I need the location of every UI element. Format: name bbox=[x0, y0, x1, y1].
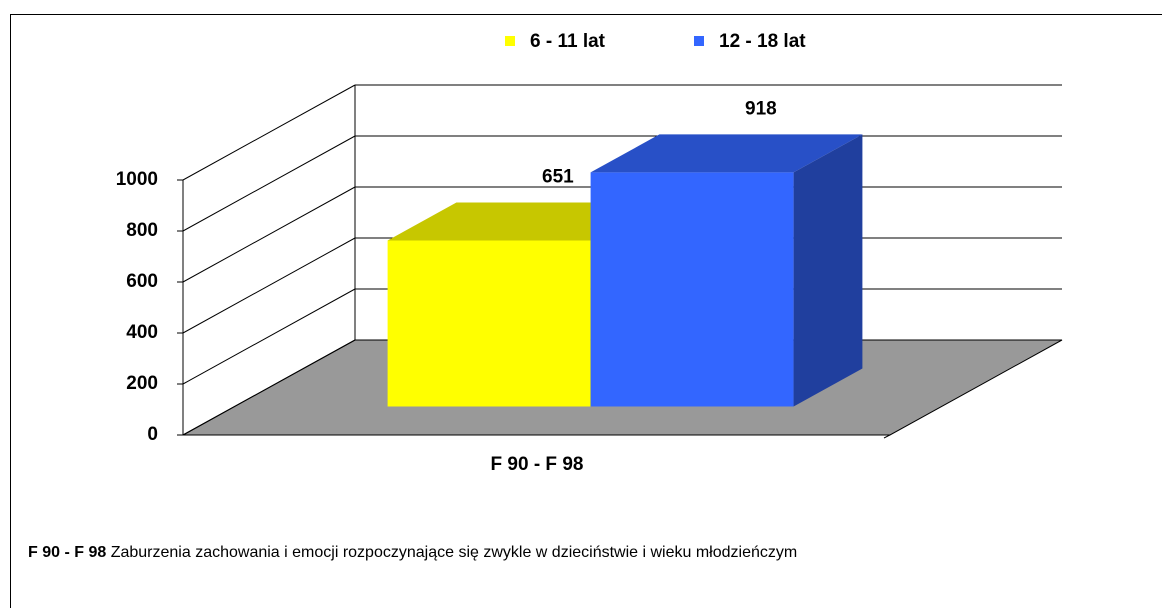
frame bbox=[10, 14, 1162, 608]
grid-line bbox=[182, 237, 356, 334]
y-tick-label: 800 bbox=[126, 220, 158, 241]
x-tick-label: F 90 - F 98 bbox=[491, 454, 584, 475]
y-tick-label: 400 bbox=[126, 322, 158, 343]
x-tick-mark bbox=[883, 434, 891, 439]
bar-front bbox=[387, 240, 591, 407]
footnote-label: F 90 - F 98 bbox=[28, 544, 107, 561]
bar-side bbox=[793, 134, 863, 407]
footnote-text: Zaburzenia zachowania i emocji rozpoczyn… bbox=[110, 544, 798, 561]
y-tick-label: 600 bbox=[126, 271, 158, 292]
y-tick-label: 1000 bbox=[116, 169, 158, 190]
grid-line bbox=[182, 135, 356, 232]
legend-label: 6 - 11 lat bbox=[530, 31, 606, 52]
footnote: F 90 - F 98 Zaburzenia zachowania i emoc… bbox=[28, 544, 1153, 562]
grid-line bbox=[182, 84, 356, 181]
legend-swatch bbox=[694, 36, 704, 46]
grid-line bbox=[182, 339, 356, 436]
y-tick-label: 0 bbox=[147, 424, 158, 445]
legend-label: 12 - 18 lat bbox=[719, 31, 806, 52]
grid-line bbox=[182, 288, 356, 385]
value-label: 918 bbox=[745, 98, 777, 119]
legend-swatch bbox=[505, 36, 515, 46]
bar-front bbox=[590, 172, 794, 407]
bar-top bbox=[590, 134, 863, 173]
grid-line bbox=[182, 186, 356, 283]
value-label: 651 bbox=[542, 167, 574, 188]
y-tick-label: 200 bbox=[126, 373, 158, 394]
